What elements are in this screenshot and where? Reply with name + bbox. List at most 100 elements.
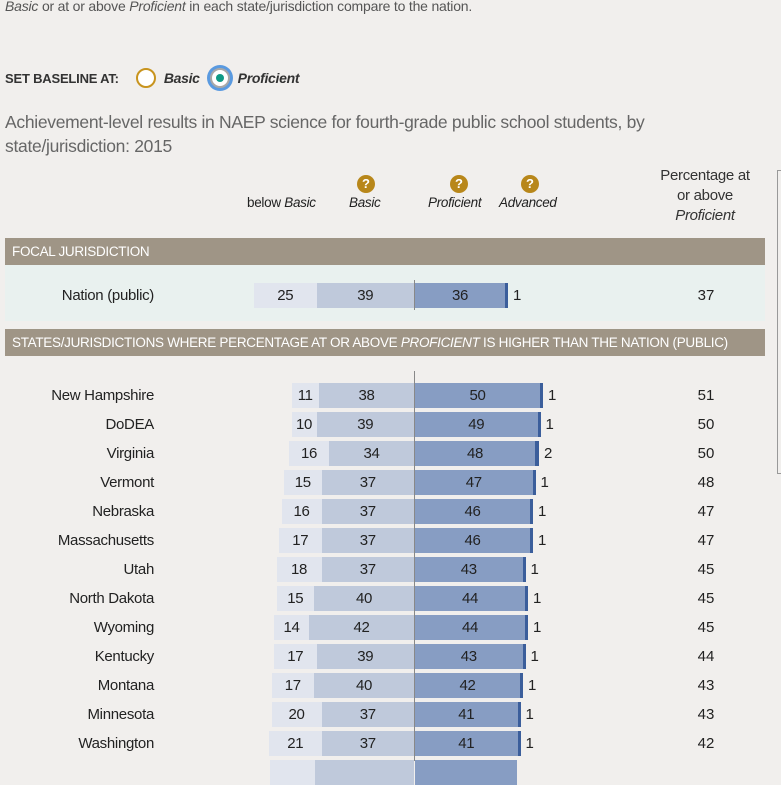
table-row[interactable]: Wyoming 14 42 44 1 45 [0,615,781,640]
col-pct-at-or-above: Percentage at or above Proficient [640,166,770,226]
bar-advanced [520,673,523,698]
table-row[interactable]: Virginia 16 34 48 2 50 [0,441,781,466]
bar-advanced [530,528,533,553]
advanced-value: 1 [530,561,539,578]
pct-at-or-above: 50 [697,416,715,433]
pct-at-or-above: 42 [697,735,715,752]
advanced-value: 1 [548,387,557,404]
bar-below-basic: 18 [276,557,322,582]
table-row[interactable]: New Hampshire 11 38 50 1 51 [0,383,781,408]
bar-below-basic: 16 [289,441,329,466]
table-row[interactable]: Massachusetts 17 37 46 1 47 [0,528,781,553]
table-row[interactable]: Vermont 15 37 47 1 48 [0,470,781,495]
col-below-basic-italic: Basic [284,195,316,210]
advanced-value: 1 [525,735,534,752]
bar-proficient: 49 [415,412,538,437]
intro-mid: or at or above [38,0,130,14]
row-name: Kentucky [94,648,155,665]
table-row[interactable]: Nebraska 16 37 46 1 47 [0,499,781,524]
pct-head-line1: Percentage at [660,167,750,184]
advanced-value: 1 [533,619,542,636]
bar-below-basic: 14 [274,615,309,640]
table-row[interactable]: Minnesota 20 37 41 1 43 [0,702,781,727]
table-row[interactable]: Nation (public) 25 39 36 1 37 [0,283,781,308]
bar-below-basic: 15 [276,586,314,611]
section-higher-header: STATES/JURISDICTIONS WHERE PERCENTAGE AT… [5,329,765,356]
bar-proficient [415,760,517,785]
bar-below-basic: 17 [274,644,317,669]
pct-at-or-above: 47 [697,503,715,520]
row-name: Massachusetts [57,532,154,549]
bar-below-basic: 15 [284,470,322,495]
advanced-value: 1 [525,706,534,723]
row-name: Vermont [100,474,154,491]
bar-advanced [532,470,536,495]
bar-proficient: 44 [415,615,525,640]
col-below-prefix: below [247,195,285,210]
col-basic: Basic [349,195,381,210]
focal-baseline-axis [414,280,415,310]
baseline-proficient-option[interactable]: Proficient [209,68,300,88]
help-icon-proficient[interactable]: ? [450,175,468,193]
table-row[interactable]: Utah 18 37 43 1 45 [0,557,781,582]
bar-below-basic [270,760,315,785]
table-row[interactable]: DoDEA 10 39 49 1 50 [0,412,781,437]
intro-basic: Basic [5,0,39,14]
bar-proficient: 48 [415,441,535,466]
radio-basic[interactable] [135,68,156,88]
bar-advanced [540,383,543,408]
table-row[interactable]: Montana 17 40 42 1 43 [0,673,781,698]
bar-basic: 39 [316,412,414,437]
pct-head-line3: Proficient [675,207,735,224]
help-icon-basic[interactable]: ? [357,175,375,193]
higher-part2: PROFICIENT [400,335,480,350]
advanced-value: 1 [540,474,549,491]
help-icon-advanced[interactable]: ? [521,175,539,193]
bar-basic: 38 [319,383,414,408]
radio-basic-label: Basic [163,70,200,86]
baseline-basic-option[interactable]: Basic [135,68,200,88]
row-name: Utah [123,561,155,578]
bar-advanced [517,702,521,727]
bar-basic: 34 [329,441,414,466]
bar-below-basic: 25 [254,283,317,308]
bar-basic [315,760,414,785]
table-row[interactable]: Kentucky 17 39 43 1 44 [0,644,781,669]
bar-advanced [517,731,521,756]
bar-below-basic: 10 [291,412,317,437]
advanced-value: 2 [544,445,553,462]
bar-advanced [535,441,539,466]
pct-at-or-above: 48 [697,474,715,491]
bar-basic: 39 [316,644,414,669]
bar-basic: 39 [316,283,414,308]
bar-advanced [530,499,533,524]
bar-basic: 37 [321,499,414,524]
table-row[interactable]: Washington 21 37 41 1 42 [0,731,781,756]
col-proficient: Proficient [428,195,482,210]
bar-proficient: 41 [415,731,518,756]
col-proficient-text: Proficient [428,195,482,210]
bar-advanced [525,586,528,611]
bar-advanced [537,412,541,437]
bar-below-basic: 16 [281,499,322,524]
row-name: North Dakota [69,590,154,607]
bar-basic: 37 [321,470,414,495]
baseline-label: SET BASELINE AT: [5,70,119,86]
baseline-selector: SET BASELINE AT: Basic Proficient [5,66,309,90]
row-name: Nation (public) [61,287,155,304]
bar-below-basic: 11 [291,383,319,408]
bar-proficient: 43 [415,644,523,669]
bar-basic: 42 [309,615,414,640]
table-row[interactable]: North Dakota 15 40 44 1 45 [0,586,781,611]
bar-proficient: 44 [415,586,525,611]
bar-proficient: 43 [415,557,523,582]
bar-advanced [522,644,526,669]
bar-basic: 37 [321,557,414,582]
pct-at-or-above: 43 [697,677,715,694]
pct-at-or-above: 51 [697,387,715,404]
radio-proficient[interactable] [209,68,230,88]
pct-at-or-above: 47 [697,532,715,549]
col-advanced: Advanced [499,195,557,210]
row-name: Minnesota [87,706,154,723]
bar-basic: 37 [321,731,414,756]
